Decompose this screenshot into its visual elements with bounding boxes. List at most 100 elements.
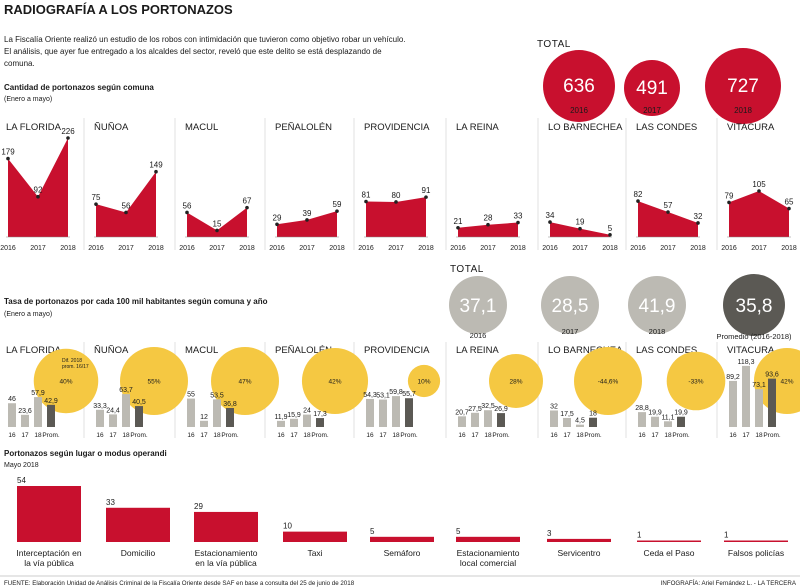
area-point xyxy=(608,233,612,237)
diff-bubble-label: 55% xyxy=(147,379,160,386)
area-value-label: 59 xyxy=(333,200,342,209)
rate-value-label: 12 xyxy=(200,414,208,421)
area-series xyxy=(366,197,426,237)
comuna-label: MACUL xyxy=(185,122,218,133)
modus-bar xyxy=(637,540,701,542)
rate-bar xyxy=(638,412,646,427)
modus-category-label: Estacionamiento xyxy=(457,548,520,558)
rate-year-label: 17 xyxy=(290,432,298,439)
bar-panel: VITACURA 42% 89,2 16 118,3 17 73,1 18 93,6 Prom. xyxy=(726,345,800,439)
diff-bubble-label: 47% xyxy=(238,379,251,386)
chart-title: Tasa de portonazos por cada 100 mil habi… xyxy=(4,297,268,306)
modus-value-label: 29 xyxy=(194,502,203,511)
rate-value-label: 4,5 xyxy=(575,418,585,425)
rate-bar xyxy=(277,420,285,427)
area-point xyxy=(424,195,428,199)
rate-bar xyxy=(226,407,234,427)
rate-bar xyxy=(550,410,558,427)
modus-bar-group: 3 Servicentro xyxy=(547,529,611,558)
rate-bar xyxy=(187,398,195,427)
rate-year-label: 18 xyxy=(392,432,400,439)
rate-value-label: 89,2 xyxy=(726,374,740,381)
area-point xyxy=(335,209,339,213)
comuna-label: LA FLORIDA xyxy=(6,345,62,356)
bar-panel: ÑUÑOA 55% 33,3 16 24,4 17 63,7 18 40,5 Prom. xyxy=(93,345,188,439)
bar-panel: LA FLORIDA 40% 46 16 23,6 17 57,9 18 42,9 Prom. Di… xyxy=(6,345,99,439)
area-value-label: 92 xyxy=(34,186,43,195)
area-value-label: 65 xyxy=(785,198,794,207)
area-year-label: 2016 xyxy=(0,245,16,252)
area-point xyxy=(727,200,731,205)
area-year-label: 2016 xyxy=(630,245,646,252)
rate-bar xyxy=(8,403,16,427)
area-panel: MACUL 56 15 67 2016 2017 2018 xyxy=(179,122,255,252)
area-value-label: 33 xyxy=(514,212,523,221)
rate-year-label: 17 xyxy=(563,432,571,439)
area-point xyxy=(215,228,219,233)
rate-bar xyxy=(563,417,571,427)
total-bubble-year: 2017 xyxy=(643,106,661,115)
rate-bar xyxy=(316,418,324,427)
rate-year-label: 16 xyxy=(96,432,104,439)
area-point xyxy=(94,202,98,206)
rate-bar xyxy=(96,409,104,427)
area-point xyxy=(6,156,10,161)
rate-total-value: 28,5 xyxy=(552,296,589,317)
rate-bar xyxy=(366,398,374,427)
area-series xyxy=(96,171,156,237)
rate-year-label: 16 xyxy=(8,432,16,439)
rate-value-label: 32 xyxy=(550,403,558,410)
modus-value-label: 33 xyxy=(106,498,115,507)
source-note: FUENTE: Elaboración Unidad de Análisis C… xyxy=(4,580,355,587)
comuna-label: PEÑALOLÉN xyxy=(275,345,332,356)
area-point xyxy=(275,222,279,227)
rate-bar xyxy=(47,404,55,427)
diff-note: Dif. 2018 xyxy=(62,358,82,364)
rate-value-label: 53,1 xyxy=(376,393,390,400)
rate-year-label: 16 xyxy=(277,432,285,439)
total-bubble-circle xyxy=(543,50,615,122)
area-value-label: 34 xyxy=(546,211,555,220)
rate-bar xyxy=(742,365,750,427)
rate-value-label: 93,6 xyxy=(765,372,779,379)
area-panel: LA REINA 21 28 33 2016 2017 2018 xyxy=(450,122,526,252)
diff-bubble-label: 10% xyxy=(417,379,430,386)
intro-text: El análisis, que ayer fue entregado a lo… xyxy=(4,47,382,56)
area-year-label: 2017 xyxy=(751,245,767,252)
area-point xyxy=(245,205,249,210)
chart-subtitle: (Enero a mayo) xyxy=(4,96,52,103)
area-point xyxy=(486,222,490,227)
modus-value-label: 1 xyxy=(724,531,729,540)
total-bubble-value: 727 xyxy=(727,76,759,97)
rate-year-label: 16 xyxy=(366,432,374,439)
area-panel: PROVIDENCIA 81 80 91 2016 2017 2018 xyxy=(358,122,434,252)
modus-category-label: local comercial xyxy=(460,558,516,568)
comuna-label: LAS CONDES xyxy=(636,345,697,356)
area-year-label: 2018 xyxy=(418,245,434,252)
total-bubble-year: 2016 xyxy=(570,106,588,115)
rate-year-label: 17 xyxy=(200,432,208,439)
rate-total-circle xyxy=(449,276,507,334)
area-value-label: 32 xyxy=(694,212,703,221)
area-value-label: 67 xyxy=(243,197,252,206)
rate-year-label: 16 xyxy=(729,432,737,439)
modus-bar xyxy=(547,538,611,542)
modus-bar-group: 33 Domicilio xyxy=(106,498,170,558)
rate-year-label: Prom. xyxy=(311,432,329,439)
rate-value-label: 53,5 xyxy=(210,392,224,399)
rate-value-label: 27,5 xyxy=(468,406,482,413)
rate-value-label: 17,3 xyxy=(313,411,327,418)
area-point xyxy=(124,210,128,215)
modus-bar xyxy=(17,486,81,542)
modus-category-label: Estacionamiento xyxy=(195,548,258,558)
area-value-label: 91 xyxy=(422,186,431,195)
rate-bar xyxy=(34,397,42,427)
diff-note: prom. 16/17 xyxy=(62,364,89,370)
area-year-label: 2016 xyxy=(269,245,285,252)
modus-value-label: 1 xyxy=(637,531,642,540)
area-year-label: 2016 xyxy=(542,245,558,252)
